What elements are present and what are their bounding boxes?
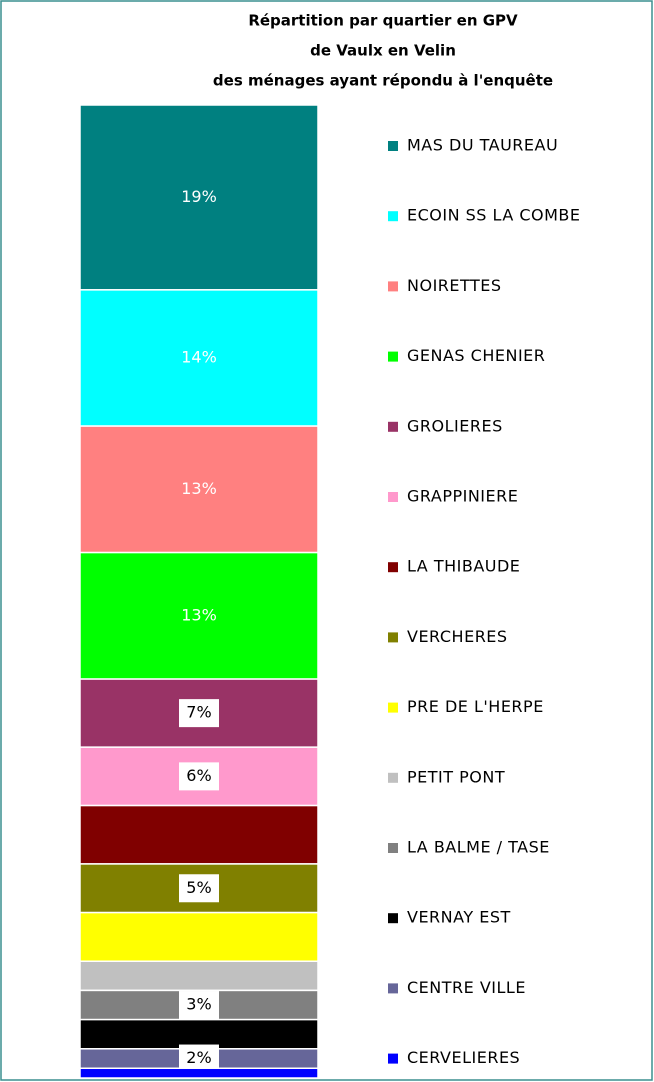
legend-swatch [388, 421, 398, 432]
bar-segment [79, 804, 319, 865]
legend-swatch [388, 492, 398, 502]
chart-title: de Vaulx en Velin [310, 42, 456, 60]
chart-title: des ménages ayant répondu à l'enquête [213, 72, 553, 90]
bar-segment [79, 911, 319, 962]
legend-swatch [388, 913, 398, 924]
value-label: 19% [181, 187, 217, 206]
legend-swatch [388, 843, 398, 853]
value-label-box [179, 874, 219, 903]
legend-label: GENAS CHENIER [407, 346, 545, 365]
value-label-box [179, 699, 219, 728]
legend-label: VERCHERES [407, 627, 508, 646]
value-label: 5% [186, 878, 211, 897]
value-label: 13% [181, 479, 217, 498]
legend-swatch [388, 281, 398, 292]
legend-label: PRE DE L'HERPE [407, 697, 544, 716]
legend-swatch [388, 632, 398, 643]
legend-swatch [388, 772, 398, 783]
value-label: 3% [186, 995, 211, 1014]
legend-swatch [388, 1053, 398, 1064]
value-label-box [179, 991, 219, 1020]
chart-title: Répartition par quartier en GPV [248, 12, 518, 30]
value-label: 13% [181, 605, 217, 624]
legend-label: LA BALME / TASE [407, 838, 550, 857]
bar-segment [79, 960, 319, 992]
legend-label: VERNAY EST [407, 908, 511, 927]
legend-label: ECOIN SS LA COMBE [407, 206, 581, 225]
legend-swatch [388, 211, 398, 222]
legend-swatch [388, 983, 398, 994]
bar-segment [79, 104, 319, 291]
legend-label: LA THIBAUDE [407, 557, 520, 576]
legend-swatch [388, 702, 398, 713]
legend-swatch [388, 351, 398, 362]
legend-swatch [388, 562, 398, 573]
value-label-box [179, 762, 219, 791]
value-label: 14% [181, 347, 217, 366]
bar-segment [79, 551, 319, 680]
legend-label: PETIT PONT [407, 767, 505, 786]
bar-segment [79, 1067, 319, 1079]
value-label: 7% [186, 703, 211, 722]
legend-label: NOIRETTES [407, 276, 502, 295]
value-label: 2% [186, 1048, 211, 1067]
bar-segment [79, 1018, 319, 1050]
legend-label: MAS DU TAUREAU [407, 136, 558, 155]
value-label: 6% [186, 766, 211, 785]
legend-label: CENTRE VILLE [407, 978, 526, 997]
legend-label: GRAPPINIERE [407, 487, 518, 506]
legend-label: GROLIERES [407, 416, 503, 435]
bar-segment [79, 289, 319, 427]
legend-swatch [388, 141, 398, 151]
legend-label: CERVELIERES [407, 1048, 520, 1067]
bar-segment [79, 425, 319, 554]
